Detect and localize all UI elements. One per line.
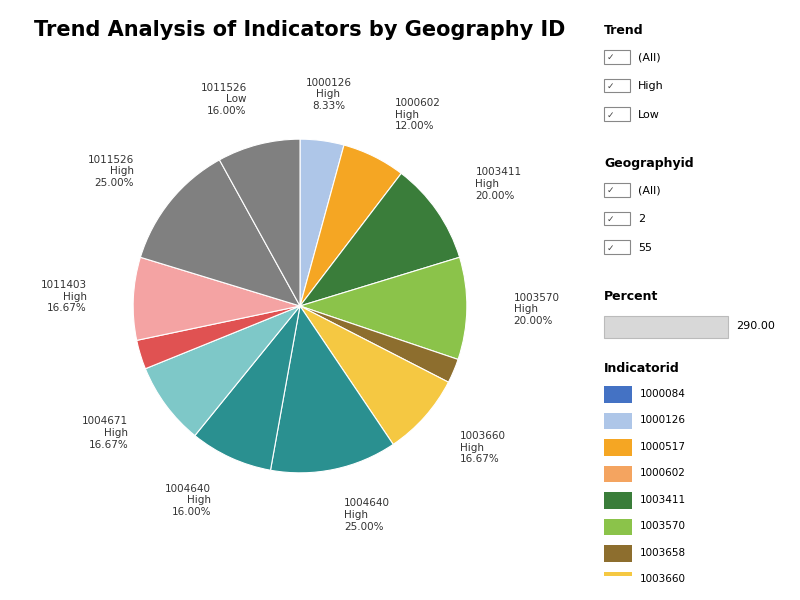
Text: 1000126: 1000126 <box>640 415 686 425</box>
Text: 1003411: 1003411 <box>640 495 686 505</box>
Text: Low: Low <box>638 110 660 119</box>
Text: High: High <box>638 81 664 91</box>
Text: Geographyid: Geographyid <box>604 157 694 170</box>
Text: 1011526
Low
16.00%: 1011526 Low 16.00% <box>201 83 246 116</box>
Bar <box>604 518 632 535</box>
Text: 1000126
High
8.33%: 1000126 High 8.33% <box>306 78 351 111</box>
Text: ✓: ✓ <box>607 186 614 195</box>
Text: (All): (All) <box>638 52 661 62</box>
Bar <box>604 492 632 509</box>
Wedge shape <box>141 160 300 306</box>
Text: ✓: ✓ <box>607 53 614 62</box>
Text: 1000602
High
12.00%: 1000602 High 12.00% <box>394 98 441 131</box>
Bar <box>604 598 632 600</box>
Text: 1000602: 1000602 <box>640 469 686 478</box>
Wedge shape <box>300 257 467 359</box>
Wedge shape <box>300 145 402 306</box>
Wedge shape <box>137 306 300 369</box>
Bar <box>604 183 630 197</box>
Text: ✓: ✓ <box>607 244 614 253</box>
Text: (All): (All) <box>638 185 661 195</box>
Bar <box>604 439 632 455</box>
Text: 1004640
High
16.00%: 1004640 High 16.00% <box>165 484 211 517</box>
Wedge shape <box>300 173 459 306</box>
Text: ✓: ✓ <box>607 215 614 224</box>
Bar <box>604 545 632 562</box>
Text: 1003660
High
16.67%: 1003660 High 16.67% <box>460 431 506 464</box>
Bar <box>604 79 630 92</box>
Text: 1000084: 1000084 <box>640 389 686 399</box>
Bar <box>604 212 630 226</box>
Wedge shape <box>219 139 300 306</box>
Text: 2: 2 <box>638 214 645 224</box>
Text: 1004640
High
25.00%: 1004640 High 25.00% <box>344 499 390 532</box>
Wedge shape <box>133 257 300 340</box>
Text: Indicatorid: Indicatorid <box>604 362 680 375</box>
Wedge shape <box>300 306 449 445</box>
Bar <box>604 107 630 121</box>
Bar <box>604 386 632 403</box>
Text: 1000517: 1000517 <box>640 442 686 452</box>
Text: Trend: Trend <box>604 24 644 37</box>
Wedge shape <box>270 306 394 473</box>
Text: ✓: ✓ <box>607 110 614 119</box>
Text: 1003660: 1003660 <box>640 574 686 584</box>
Text: Percent: Percent <box>604 290 658 303</box>
Bar <box>604 50 630 64</box>
Bar <box>604 413 632 429</box>
Bar <box>604 572 632 588</box>
Text: ✓: ✓ <box>607 82 614 91</box>
Text: 1003658: 1003658 <box>640 548 686 558</box>
Text: 55: 55 <box>638 242 652 253</box>
Bar <box>604 466 632 482</box>
Wedge shape <box>146 306 300 436</box>
Text: 1011403
High
16.67%: 1011403 High 16.67% <box>41 280 86 313</box>
Text: 1011526
High
25.00%: 1011526 High 25.00% <box>88 155 134 188</box>
Bar <box>604 241 630 254</box>
Text: 1003570: 1003570 <box>640 521 686 532</box>
Title: Trend Analysis of Indicators by Geography ID: Trend Analysis of Indicators by Geograph… <box>34 20 566 40</box>
Bar <box>604 316 728 338</box>
Text: 1003411
High
20.00%: 1003411 High 20.00% <box>475 167 522 200</box>
Text: 1003570
High
20.00%: 1003570 High 20.00% <box>514 293 559 326</box>
Text: 1004671
High
16.67%: 1004671 High 16.67% <box>82 416 128 449</box>
Wedge shape <box>195 306 300 470</box>
Wedge shape <box>300 306 458 382</box>
Text: 290.00: 290.00 <box>736 321 775 331</box>
Wedge shape <box>300 139 344 306</box>
